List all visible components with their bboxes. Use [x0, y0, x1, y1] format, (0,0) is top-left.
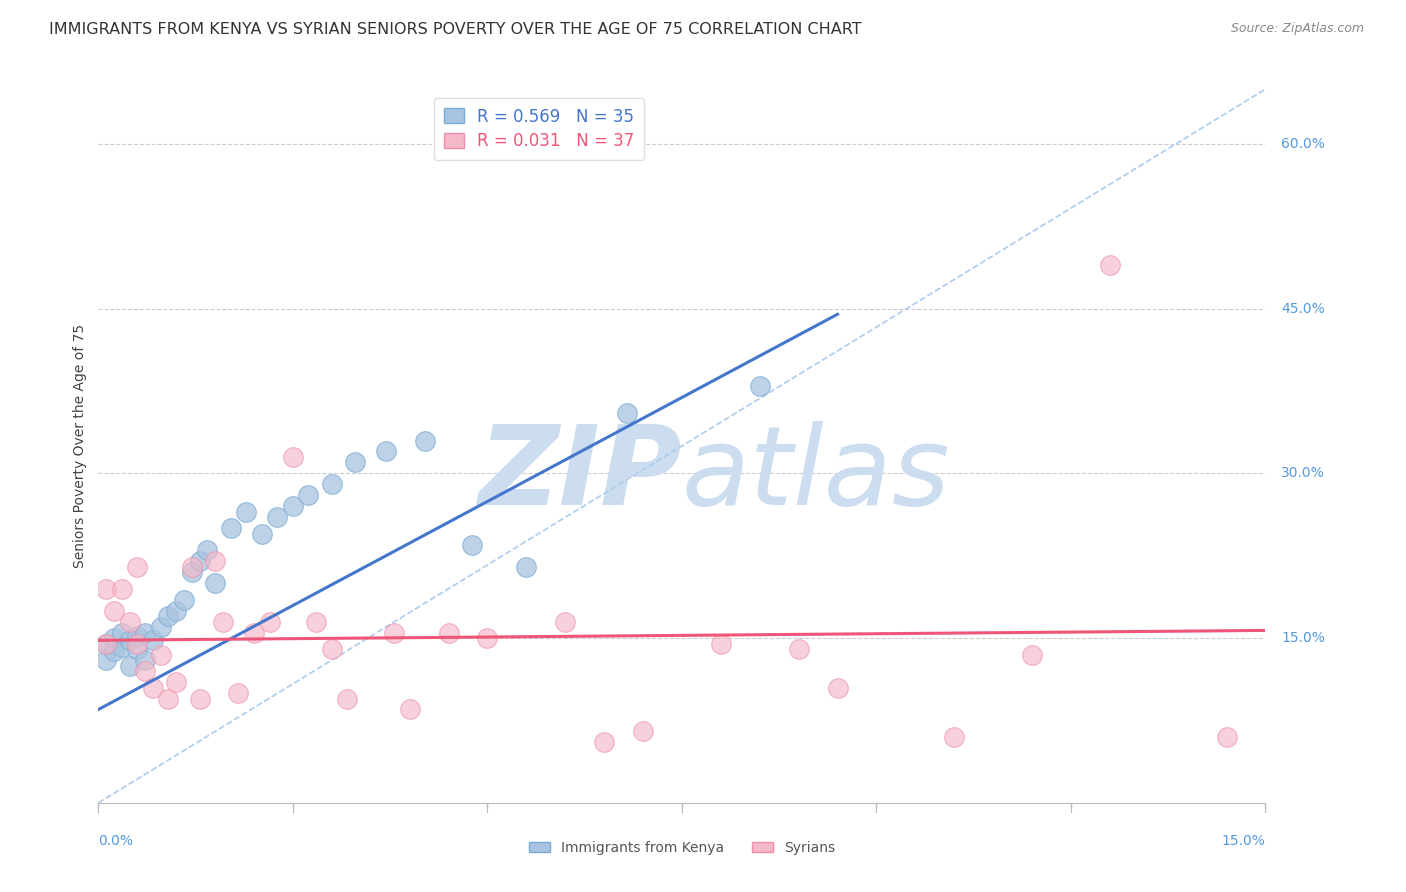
Point — [827, 681, 849, 695]
Point — [748, 378, 770, 392]
Point — [111, 640, 134, 654]
Point — [111, 582, 134, 596]
Point — [616, 406, 638, 420]
Point — [96, 637, 118, 651]
Point — [157, 691, 180, 706]
Text: ZIP: ZIP — [478, 421, 682, 528]
Point — [593, 735, 616, 749]
Point — [297, 488, 319, 502]
Point — [188, 691, 211, 706]
Point — [250, 526, 273, 541]
Point — [127, 642, 149, 657]
Point — [461, 538, 484, 552]
Point — [96, 637, 118, 651]
Point — [142, 681, 165, 695]
Point — [943, 730, 966, 744]
Point — [305, 615, 328, 629]
Point — [157, 609, 180, 624]
Point — [787, 642, 810, 657]
Text: 60.0%: 60.0% — [1281, 137, 1324, 151]
Point — [204, 576, 226, 591]
Legend: Immigrants from Kenya, Syrians: Immigrants from Kenya, Syrians — [523, 835, 841, 860]
Point — [321, 642, 343, 657]
Point — [96, 653, 118, 667]
Point — [266, 510, 288, 524]
Point — [321, 477, 343, 491]
Text: 0.0%: 0.0% — [98, 833, 134, 847]
Point — [204, 554, 226, 568]
Point — [127, 559, 149, 574]
Text: 30.0%: 30.0% — [1281, 467, 1324, 481]
Point — [118, 633, 141, 648]
Point — [103, 644, 125, 658]
Text: atlas: atlas — [682, 421, 950, 528]
Point — [1098, 258, 1121, 272]
Point — [212, 615, 235, 629]
Point — [103, 604, 125, 618]
Text: 15.0%: 15.0% — [1281, 632, 1324, 645]
Point — [180, 559, 202, 574]
Point — [1215, 730, 1237, 744]
Point — [188, 554, 211, 568]
Point — [710, 637, 733, 651]
Point — [515, 559, 537, 574]
Point — [259, 615, 281, 629]
Point — [336, 691, 359, 706]
Point — [243, 625, 266, 640]
Point — [631, 724, 654, 739]
Text: 45.0%: 45.0% — [1281, 301, 1324, 316]
Point — [134, 625, 156, 640]
Point — [477, 631, 499, 645]
Point — [437, 625, 460, 640]
Point — [228, 686, 250, 700]
Point — [235, 505, 257, 519]
Point — [111, 625, 134, 640]
Point — [382, 625, 405, 640]
Text: Source: ZipAtlas.com: Source: ZipAtlas.com — [1230, 22, 1364, 36]
Point — [344, 455, 367, 469]
Point — [142, 633, 165, 648]
Point — [118, 658, 141, 673]
Point — [96, 582, 118, 596]
Point — [165, 675, 187, 690]
Point — [127, 629, 149, 643]
Point — [398, 702, 420, 716]
Text: IMMIGRANTS FROM KENYA VS SYRIAN SENIORS POVERTY OVER THE AGE OF 75 CORRELATION C: IMMIGRANTS FROM KENYA VS SYRIAN SENIORS … — [49, 22, 862, 37]
Point — [134, 653, 156, 667]
Point — [219, 521, 242, 535]
Point — [165, 604, 187, 618]
Point — [554, 615, 576, 629]
Point — [180, 566, 202, 580]
Point — [281, 450, 304, 464]
Point — [173, 592, 195, 607]
Text: 15.0%: 15.0% — [1222, 833, 1265, 847]
Point — [281, 500, 304, 514]
Y-axis label: Seniors Poverty Over the Age of 75: Seniors Poverty Over the Age of 75 — [73, 324, 87, 568]
Point — [103, 631, 125, 645]
Point — [195, 543, 218, 558]
Point — [375, 444, 398, 458]
Point — [134, 664, 156, 678]
Point — [118, 615, 141, 629]
Point — [149, 620, 172, 634]
Point — [149, 648, 172, 662]
Point — [1021, 648, 1043, 662]
Point — [413, 434, 436, 448]
Point — [127, 637, 149, 651]
